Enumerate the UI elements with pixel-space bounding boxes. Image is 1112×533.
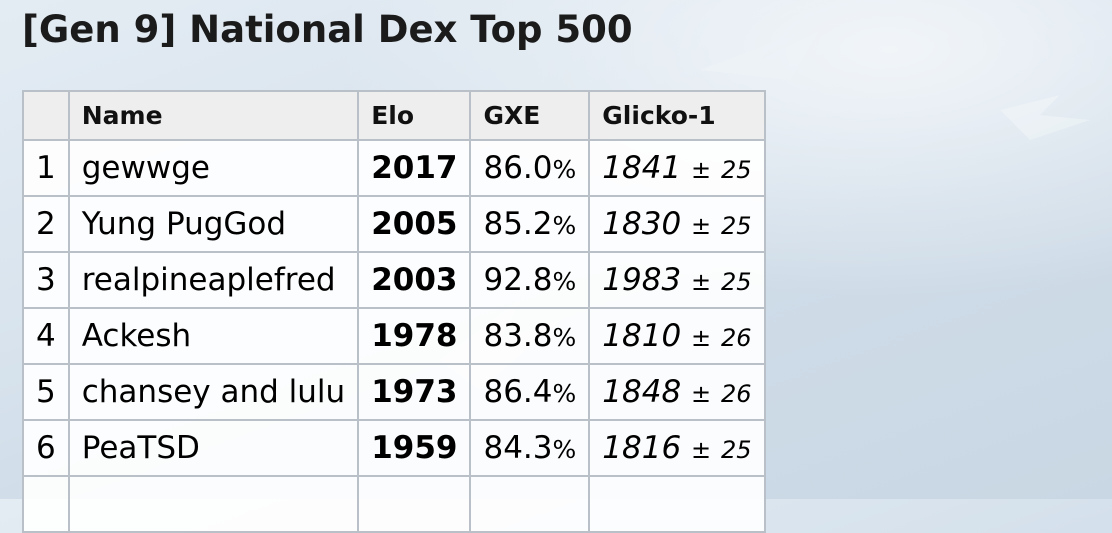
rank-cell: 3 bbox=[22, 251, 70, 309]
page-title: [Gen 9] National Dex Top 500 bbox=[22, 8, 633, 51]
glicko-cell: 1841 ± 25 bbox=[588, 139, 766, 197]
header-elo[interactable]: Elo bbox=[357, 90, 472, 141]
ladder-table: Name Elo GXE Glicko-1 1 gewwge 2017 86.0… bbox=[22, 90, 766, 533]
rank-cell: 1 bbox=[22, 139, 70, 197]
table-row: 6 PeaTSD 1959 84.3% 1816 ± 25 bbox=[22, 419, 766, 477]
gxe-value: 85.2 bbox=[483, 206, 553, 242]
glicko-deviation: 25 bbox=[721, 156, 752, 184]
glicko-deviation: 25 bbox=[721, 436, 752, 464]
table-row: 1 gewwge 2017 86.0% 1841 ± 25 bbox=[22, 139, 766, 197]
glicko-deviation: 26 bbox=[721, 324, 752, 352]
table-row: 2 Yung PugGod 2005 85.2% 1830 ± 25 bbox=[22, 195, 766, 253]
rank-cell: 2 bbox=[22, 195, 70, 253]
table-row: 3 realpineaplefred 2003 92.8% 1983 ± 25 bbox=[22, 251, 766, 309]
player-name-link[interactable]: chansey and lulu bbox=[67, 363, 360, 421]
percent-sign: % bbox=[552, 267, 577, 296]
glicko-rating: 1830 bbox=[602, 206, 682, 242]
header-gxe[interactable]: GXE bbox=[469, 90, 591, 141]
gxe-cell: 83.8% bbox=[469, 307, 591, 365]
elo-cell: 2003 bbox=[357, 251, 472, 309]
elo-cell: 1959 bbox=[357, 419, 472, 477]
gxe-cell: 86.0% bbox=[469, 139, 591, 197]
player-name-link[interactable]: realpineaplefred bbox=[67, 251, 360, 309]
rank-cell bbox=[22, 475, 70, 533]
glicko-cell: 1810 ± 26 bbox=[588, 307, 766, 365]
table-row-partial bbox=[22, 475, 766, 533]
gxe-cell: 86.4% bbox=[469, 363, 591, 421]
glicko-deviation: 26 bbox=[721, 380, 752, 408]
gxe-value: 92.8 bbox=[483, 262, 553, 298]
elo-cell: 2017 bbox=[357, 139, 472, 197]
header-name[interactable]: Name bbox=[67, 90, 360, 141]
gxe-value: 84.3 bbox=[483, 430, 553, 466]
table-row: 5 chansey and lulu 1973 86.4% 1848 ± 26 bbox=[22, 363, 766, 421]
gxe-cell: 84.3% bbox=[469, 419, 591, 477]
plus-minus-sign: ± bbox=[691, 324, 712, 352]
glicko-deviation: 25 bbox=[721, 268, 752, 296]
glicko-cell: 1816 ± 25 bbox=[588, 419, 766, 477]
percent-sign: % bbox=[552, 435, 577, 464]
glicko-rating: 1810 bbox=[602, 318, 682, 354]
elo-cell: 1978 bbox=[357, 307, 472, 365]
header-glicko[interactable]: Glicko-1 bbox=[588, 90, 766, 141]
plus-minus-sign: ± bbox=[691, 436, 712, 464]
table-row: 4 Ackesh 1978 83.8% 1810 ± 26 bbox=[22, 307, 766, 365]
gxe-cell: 92.8% bbox=[469, 251, 591, 309]
glicko-deviation: 25 bbox=[721, 212, 752, 240]
glicko-rating: 1983 bbox=[602, 262, 682, 298]
percent-sign: % bbox=[552, 323, 577, 352]
glicko-rating: 1848 bbox=[602, 374, 682, 410]
table-header-row: Name Elo GXE Glicko-1 bbox=[22, 90, 766, 141]
rank-cell: 4 bbox=[22, 307, 70, 365]
glicko-rating: 1841 bbox=[602, 150, 682, 186]
plus-minus-sign: ± bbox=[691, 380, 712, 408]
player-name-link bbox=[67, 475, 360, 533]
percent-sign: % bbox=[552, 211, 577, 240]
player-name-link[interactable]: Yung PugGod bbox=[67, 195, 360, 253]
glicko-cell: 1830 ± 25 bbox=[588, 195, 766, 253]
percent-sign: % bbox=[552, 155, 577, 184]
rank-cell: 5 bbox=[22, 363, 70, 421]
gxe-value: 83.8 bbox=[483, 318, 553, 354]
player-name-link[interactable]: Ackesh bbox=[67, 307, 360, 365]
elo-cell: 1973 bbox=[357, 363, 472, 421]
gxe-cell: 85.2% bbox=[469, 195, 591, 253]
glicko-cell: 1848 ± 26 bbox=[588, 363, 766, 421]
gxe-value: 86.0 bbox=[483, 150, 553, 186]
percent-sign: % bbox=[552, 379, 577, 408]
glicko-rating: 1816 bbox=[602, 430, 682, 466]
player-name-link[interactable]: PeaTSD bbox=[67, 419, 360, 477]
gxe-value: 86.4 bbox=[483, 374, 553, 410]
plus-minus-sign: ± bbox=[691, 212, 712, 240]
glicko-cell bbox=[588, 475, 766, 533]
elo-cell bbox=[357, 475, 472, 533]
gxe-cell bbox=[469, 475, 591, 533]
header-rank bbox=[22, 90, 70, 141]
plus-minus-sign: ± bbox=[691, 268, 712, 296]
rank-cell: 6 bbox=[22, 419, 70, 477]
player-name-link[interactable]: gewwge bbox=[67, 139, 360, 197]
glicko-cell: 1983 ± 25 bbox=[588, 251, 766, 309]
plus-minus-sign: ± bbox=[691, 156, 712, 184]
elo-cell: 2005 bbox=[357, 195, 472, 253]
